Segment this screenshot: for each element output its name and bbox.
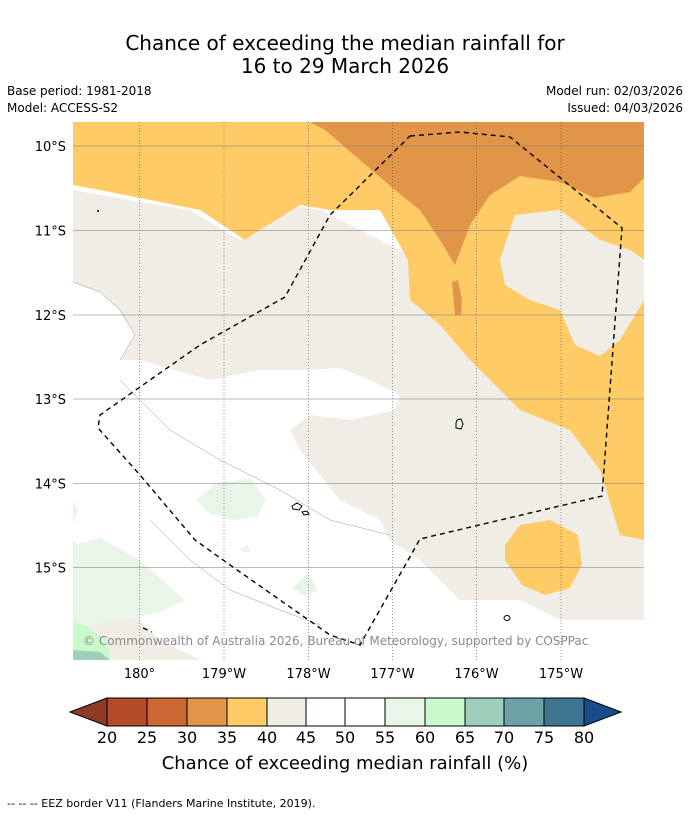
colorbar-50-55 (344, 697, 386, 727)
islet-dot (97, 210, 99, 212)
colorbar-tick: 50 (334, 728, 356, 747)
colorbar-tick: 30 (176, 728, 198, 747)
region-60-65 (73, 622, 110, 660)
latitude-axis: 10°S 11°S 12°S 13°S 14°S 15°S (35, 140, 66, 577)
region-65-70 (73, 650, 110, 660)
model-label: Model: ACCESS-S2 (7, 101, 119, 115)
island-uvea (455, 418, 464, 430)
region-35-40-patch (505, 520, 582, 595)
lon-label-177w: 177°W (370, 667, 414, 682)
eez-fragment (142, 627, 153, 633)
copyright-text: © Commonwealth of Australia 2026, Bureau… (83, 634, 588, 648)
region-30-35 (310, 122, 644, 265)
longitude-axis: 180° 179°W 178°W 177°W 176°W 175°W (124, 667, 583, 682)
region-55-60-e (240, 545, 250, 552)
chart-title-line-2: 16 to 29 March 2026 (240, 54, 450, 78)
contour-lines (73, 281, 391, 626)
lat-label-12s: 12°S (35, 309, 66, 324)
map-layers: © Commonwealth of Australia 2026, Bureau… (73, 122, 644, 660)
colorbar-65-70 (464, 697, 505, 727)
lat-label-11s: 11°S (35, 225, 66, 240)
region-30-35-spike (452, 280, 462, 315)
colorbar-75-80 (543, 697, 585, 727)
colorbar-tick: 40 (256, 728, 278, 747)
issued-label: Issued: 04/03/2026 (567, 101, 683, 115)
colorbar (68, 697, 623, 727)
region-55-60-c (73, 500, 78, 525)
lon-label-180: 180° (124, 667, 155, 682)
colorbar-below-20 (68, 697, 108, 727)
colorbar-tick: 35 (216, 728, 238, 747)
colorbar-tick: 20 (96, 728, 118, 747)
chart-title-line-1: Chance of exceeding the median rainfall … (125, 31, 565, 55)
colorbar-20-25 (106, 697, 148, 727)
colorbar-tick: 45 (295, 728, 317, 747)
region-55-60-b (292, 574, 318, 596)
eez-border (97, 131, 623, 646)
colorbar-tick: 55 (374, 728, 396, 747)
eez-legend-footer: -- -- -- EEZ border V11 (Flanders Marine… (7, 797, 316, 810)
colorbar-tick: 80 (573, 728, 595, 747)
lon-label-175w: 175°W (539, 667, 583, 682)
region-35-40 (73, 122, 644, 540)
colorbar-tick: 25 (136, 728, 158, 747)
lat-label-14s: 14°S (35, 478, 66, 493)
lon-label-178w: 178°W (286, 667, 330, 682)
colorbar-55-60 (384, 697, 426, 727)
base-period-label: Base period: 1981-2018 (7, 84, 152, 98)
model-run-label: Model run: 02/03/2026 (545, 84, 683, 98)
lon-label-176w: 176°W (454, 667, 498, 682)
colorbar-40-45 (266, 697, 307, 727)
colorbar-above-80 (583, 697, 623, 727)
lat-label-13s: 13°S (35, 393, 66, 408)
colorbar-25-30 (146, 697, 188, 727)
island-small (503, 615, 511, 621)
region-40-45-inner (500, 210, 644, 356)
lat-label-10s: 10°S (35, 140, 66, 155)
colorbar-tick: 60 (414, 728, 436, 747)
colorbar-tick: 70 (493, 728, 515, 747)
lat-label-15s: 15°S (35, 562, 66, 577)
colorbar-35-40 (226, 697, 268, 727)
colorbar-45-50 (305, 697, 346, 727)
colorbar-60-65 (424, 697, 466, 727)
colorbar-tick: 65 (454, 728, 476, 747)
latitude-gridlines (73, 145, 644, 568)
region-55-60-a (196, 478, 266, 520)
region-55-60-d (73, 538, 185, 625)
colorbar-30-35 (186, 697, 228, 727)
colorbar-label: Chance of exceeding median rainfall (%) (161, 753, 529, 774)
colorbar-70-75 (503, 697, 545, 727)
island-futuna (291, 502, 310, 516)
lon-label-179w: 179°W (202, 667, 246, 682)
colorbar-tick: 75 (533, 728, 555, 747)
